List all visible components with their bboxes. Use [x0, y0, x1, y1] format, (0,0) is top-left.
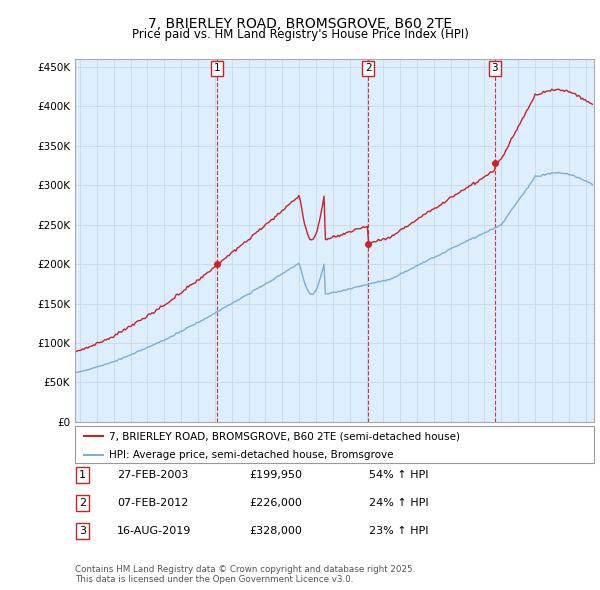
Text: 1: 1: [214, 64, 221, 74]
Text: 3: 3: [79, 526, 86, 536]
Text: 24% ↑ HPI: 24% ↑ HPI: [369, 498, 428, 507]
Text: 07-FEB-2012: 07-FEB-2012: [117, 498, 188, 507]
Text: Price paid vs. HM Land Registry's House Price Index (HPI): Price paid vs. HM Land Registry's House …: [131, 28, 469, 41]
Text: £199,950: £199,950: [249, 470, 302, 480]
Text: £328,000: £328,000: [249, 526, 302, 536]
Text: 23% ↑ HPI: 23% ↑ HPI: [369, 526, 428, 536]
Text: 1: 1: [79, 470, 86, 480]
Text: HPI: Average price, semi-detached house, Bromsgrove: HPI: Average price, semi-detached house,…: [109, 450, 393, 460]
Text: 16-AUG-2019: 16-AUG-2019: [117, 526, 191, 536]
Text: 2: 2: [79, 498, 86, 507]
Text: Contains HM Land Registry data © Crown copyright and database right 2025.
This d: Contains HM Land Registry data © Crown c…: [75, 565, 415, 584]
Text: 54% ↑ HPI: 54% ↑ HPI: [369, 470, 428, 480]
FancyBboxPatch shape: [75, 426, 594, 463]
Text: £226,000: £226,000: [249, 498, 302, 507]
Text: 27-FEB-2003: 27-FEB-2003: [117, 470, 188, 480]
Text: 7, BRIERLEY ROAD, BROMSGROVE, B60 2TE: 7, BRIERLEY ROAD, BROMSGROVE, B60 2TE: [148, 17, 452, 31]
Text: 7, BRIERLEY ROAD, BROMSGROVE, B60 2TE (semi-detached house): 7, BRIERLEY ROAD, BROMSGROVE, B60 2TE (s…: [109, 431, 460, 441]
Text: 3: 3: [491, 64, 498, 74]
Text: 2: 2: [365, 64, 371, 74]
